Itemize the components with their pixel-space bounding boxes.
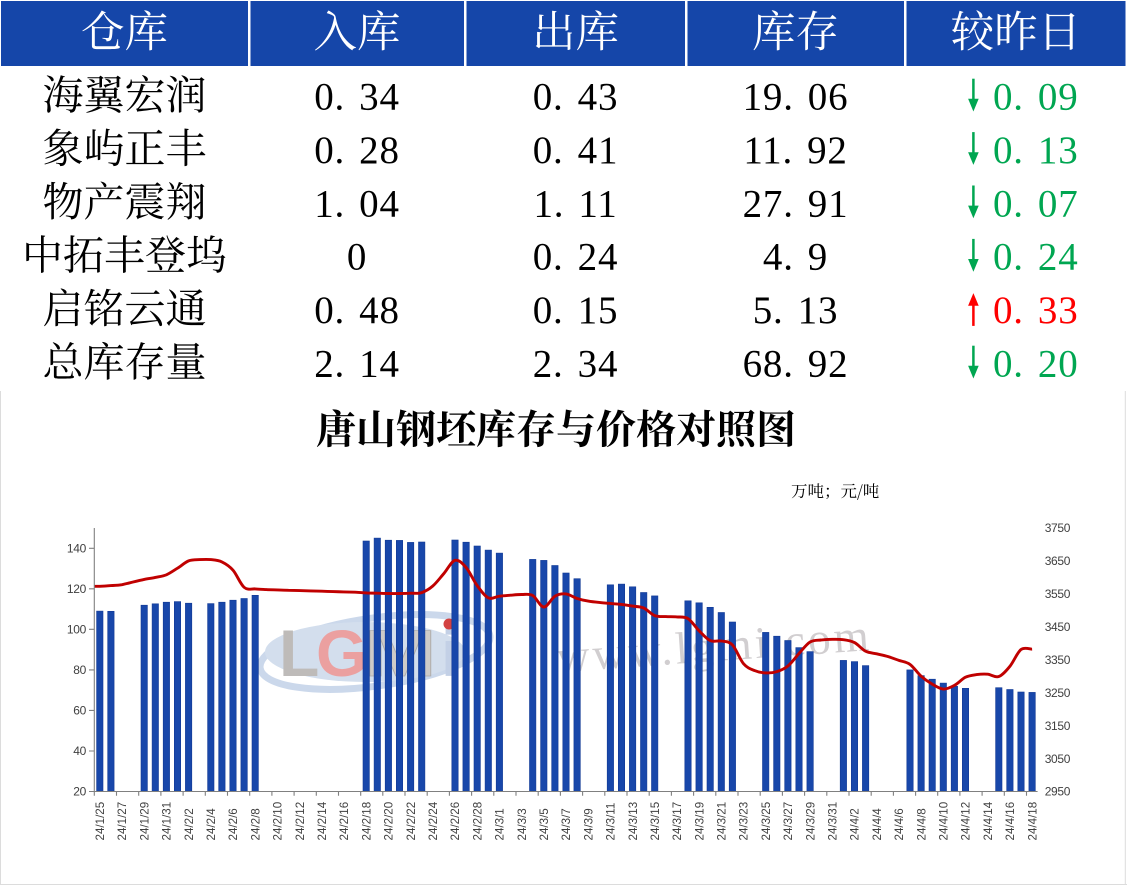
svg-text:24/4/4: 24/4/4	[871, 808, 884, 841]
svg-text:24/3/23: 24/3/23	[738, 802, 751, 841]
svg-text:24/4/2: 24/4/2	[849, 808, 862, 840]
svg-text:0. 41: 0. 41	[533, 129, 619, 172]
svg-text:24/3/29: 24/3/29	[804, 802, 817, 841]
svg-text:0. 20: 0. 20	[993, 343, 1079, 386]
svg-text:0. 43: 0. 43	[533, 76, 619, 119]
svg-text:24/2/22: 24/2/22	[405, 802, 418, 841]
svg-text:140: 140	[67, 542, 87, 556]
svg-text:24/1/25: 24/1/25	[94, 802, 107, 841]
svg-text:G: G	[316, 616, 367, 690]
svg-text:0. 48: 0. 48	[314, 289, 400, 332]
svg-text:2. 14: 2. 14	[314, 343, 400, 386]
svg-text:0. 13: 0. 13	[993, 129, 1079, 172]
svg-text:24/4/6: 24/4/6	[893, 808, 906, 840]
svg-text:24/2/24: 24/2/24	[427, 801, 440, 840]
svg-text:24/4/14: 24/4/14	[982, 801, 995, 840]
svg-text:24/1/29: 24/1/29	[138, 802, 151, 841]
svg-text:100: 100	[67, 623, 87, 637]
svg-text:3650: 3650	[1045, 554, 1071, 568]
svg-text:3550: 3550	[1045, 587, 1071, 601]
svg-text:27. 91: 27. 91	[743, 182, 849, 225]
svg-text:24/3/27: 24/3/27	[782, 802, 795, 841]
svg-text:0. 07: 0. 07	[993, 182, 1079, 225]
svg-text:24/2/16: 24/2/16	[338, 802, 351, 841]
svg-text:24/3/5: 24/3/5	[538, 808, 551, 840]
svg-text:0. 24: 0. 24	[533, 236, 619, 279]
svg-text:80: 80	[73, 663, 86, 677]
svg-text:3450: 3450	[1045, 620, 1071, 634]
svg-text:24/3/17: 24/3/17	[671, 802, 684, 841]
svg-text:2. 34: 2. 34	[533, 343, 619, 386]
svg-text:24/2/28: 24/2/28	[471, 802, 484, 841]
svg-text:24/3/19: 24/3/19	[693, 802, 706, 841]
svg-text:24/3/7: 24/3/7	[560, 808, 573, 840]
svg-text:24/1/27: 24/1/27	[116, 802, 129, 841]
svg-text:0. 28: 0. 28	[314, 129, 400, 172]
svg-text:24/4/10: 24/4/10	[938, 802, 951, 841]
svg-text:24/2/4: 24/2/4	[205, 808, 218, 841]
svg-text:24/3/15: 24/3/15	[649, 802, 662, 841]
svg-text:24/3/25: 24/3/25	[760, 802, 773, 841]
svg-text:24/4/8: 24/4/8	[915, 808, 928, 840]
svg-text:24/3/1: 24/3/1	[494, 808, 507, 840]
svg-text:19. 06: 19. 06	[743, 76, 849, 119]
svg-text:24/3/31: 24/3/31	[827, 802, 840, 841]
svg-text:24/2/12: 24/2/12	[294, 802, 307, 841]
svg-text:1. 11: 1. 11	[533, 182, 617, 225]
svg-text:24/4/16: 24/4/16	[1004, 802, 1017, 841]
svg-text:24/3/3: 24/3/3	[516, 808, 529, 840]
svg-text:0. 24: 0. 24	[993, 236, 1079, 279]
svg-text:0. 09: 0. 09	[993, 76, 1079, 119]
svg-text:24/2/18: 24/2/18	[360, 802, 373, 841]
svg-text:24/4/12: 24/4/12	[960, 802, 973, 841]
svg-text:24/3/13: 24/3/13	[627, 802, 640, 841]
svg-text:0. 15: 0. 15	[533, 289, 619, 332]
svg-text:24/3/21: 24/3/21	[716, 802, 729, 841]
svg-text:3050: 3050	[1045, 752, 1071, 766]
svg-text:3750: 3750	[1045, 521, 1071, 535]
svg-text:24/4/18: 24/4/18	[1026, 802, 1039, 841]
svg-text:24/2/6: 24/2/6	[227, 808, 240, 840]
svg-text:60: 60	[73, 704, 86, 718]
svg-text:24/2/20: 24/2/20	[383, 802, 396, 841]
svg-text:1. 04: 1. 04	[314, 182, 400, 225]
svg-text:www.lgmi.com: www.lgmi.com	[555, 610, 873, 682]
svg-text:3150: 3150	[1045, 719, 1071, 733]
svg-text:3350: 3350	[1045, 653, 1071, 667]
svg-text:5. 13: 5. 13	[753, 289, 839, 332]
svg-text:0. 34: 0. 34	[314, 76, 400, 119]
svg-text:4. 9: 4. 9	[763, 236, 828, 279]
svg-text:24/2/26: 24/2/26	[449, 802, 462, 841]
svg-text:68. 92: 68. 92	[743, 343, 849, 386]
svg-text:120: 120	[67, 582, 87, 596]
svg-text:24/3/9: 24/3/9	[582, 808, 595, 840]
svg-text:24/2/14: 24/2/14	[316, 801, 329, 840]
svg-text:24/1/31: 24/1/31	[161, 802, 174, 841]
svg-text:0. 33: 0. 33	[993, 289, 1079, 332]
svg-text:3250: 3250	[1045, 686, 1071, 700]
svg-text:11. 92: 11. 92	[743, 129, 847, 172]
svg-text:24/2/10: 24/2/10	[272, 802, 285, 841]
svg-text:24/2/2: 24/2/2	[183, 808, 196, 840]
svg-text:0: 0	[347, 236, 367, 279]
svg-text:40: 40	[73, 744, 86, 758]
svg-text:24/2/8: 24/2/8	[249, 808, 262, 840]
svg-text:24/3/11: 24/3/11	[605, 803, 618, 841]
svg-text:2950: 2950	[1045, 785, 1071, 799]
svg-text:20: 20	[73, 785, 86, 799]
svg-text:L: L	[279, 616, 319, 690]
